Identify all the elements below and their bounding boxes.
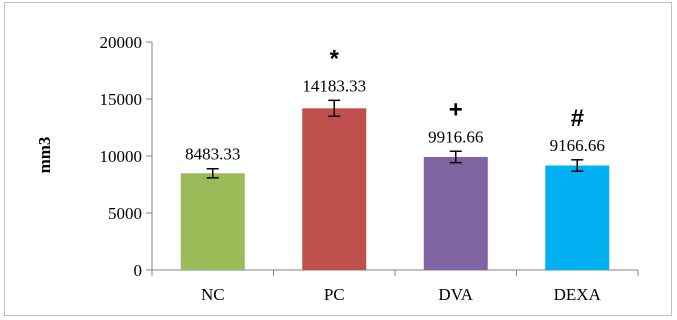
y-axis-title: mm3 — [35, 137, 54, 174]
x-tick-label: NC — [201, 285, 225, 304]
bar-nc — [180, 173, 245, 270]
bar-pc — [302, 108, 367, 271]
significance-marker: # — [571, 105, 584, 132]
significance-marker: * — [330, 45, 340, 72]
y-tick-label: 5000 — [108, 204, 142, 223]
data-label: 9166.66 — [550, 136, 605, 155]
data-label: 14183.33 — [302, 76, 366, 95]
bar-dexa — [545, 165, 610, 270]
y-tick-label: 20000 — [100, 33, 143, 52]
data-label: 9916.66 — [428, 127, 483, 146]
bar-dva — [423, 156, 488, 270]
significance-marker: + — [449, 96, 463, 123]
y-tick-label: 15000 — [100, 90, 143, 109]
x-axis — [151, 269, 639, 276]
x-tick-label: DEXA — [554, 285, 602, 304]
y-axis: 0 5000 10000 15000 20000 — [100, 33, 153, 280]
x-tick-label: DVA — [438, 285, 473, 304]
data-label: 8483.33 — [185, 145, 240, 164]
bars: 8483.33 NC 14183.33 * PC 9916.66 + DVA 9166.66 # D… — [180, 45, 610, 304]
y-tick-label: 10000 — [100, 147, 143, 166]
x-tick-label: PC — [324, 285, 345, 304]
y-tick-label: 0 — [134, 261, 143, 280]
